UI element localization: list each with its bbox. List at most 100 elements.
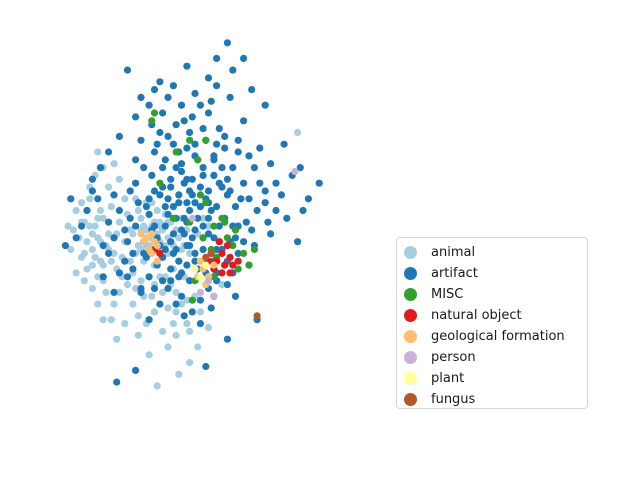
point-animal-111 [145, 351, 153, 359]
legend-marker [404, 393, 417, 406]
point-artifact-83 [161, 222, 169, 230]
point-artifact-119 [261, 199, 269, 207]
point-animal-87 [159, 327, 167, 335]
point-animal-118 [99, 316, 107, 324]
point-animal-146 [172, 331, 180, 339]
point-artifact-107 [150, 187, 159, 195]
point-animal-140 [204, 222, 213, 230]
point-artifact-74 [175, 191, 183, 199]
point-artifact-184 [261, 187, 269, 195]
point-artifact-140 [226, 187, 234, 195]
point-artifact-236 [137, 93, 145, 101]
point-animal-112 [175, 370, 183, 378]
point-artifact-20 [137, 136, 145, 144]
point-MISC-2 [186, 136, 194, 144]
point-artifact-153 [272, 206, 280, 215]
point-artifact-4 [226, 93, 234, 101]
point-animal-109 [72, 269, 80, 277]
point-artifact-165 [161, 156, 169, 164]
point-animal-141 [204, 323, 213, 332]
point-artifact-173 [204, 109, 213, 117]
point-artifact-12 [186, 128, 194, 137]
point-artifact-32 [132, 179, 140, 187]
point-animal-151 [99, 214, 107, 222]
point-artifact-218 [188, 308, 196, 316]
point-animal-4 [83, 265, 91, 273]
point-animal-107 [78, 199, 86, 207]
point-artifact-146 [215, 222, 223, 230]
point-animal-144 [218, 281, 226, 289]
point-animal-145 [183, 320, 191, 328]
point-animal-91 [186, 327, 194, 335]
point-natural-object-13 [156, 249, 164, 257]
point-artifact-143 [161, 203, 169, 211]
point-artifact-225 [296, 164, 304, 172]
point-artifact-112 [242, 218, 250, 226]
point-artifact-103 [210, 171, 218, 179]
point-artifact-168 [199, 125, 207, 133]
point-artifact-183 [272, 179, 280, 187]
point-animal-125 [177, 245, 186, 254]
point-artifact-34 [175, 199, 183, 207]
point-artifact-69 [231, 292, 240, 300]
point-natural-object-12 [226, 269, 234, 277]
point-artifact-230 [132, 366, 140, 374]
point-artifact-206 [140, 249, 148, 257]
point-artifact-96 [183, 261, 191, 269]
point-artifact-207 [213, 245, 221, 254]
legend-marker [404, 288, 417, 301]
legend-item-natural-object: natural object [397, 305, 587, 326]
point-artifact-133 [150, 148, 159, 156]
point-MISC-4 [172, 148, 180, 156]
point-artifact-64 [223, 281, 231, 289]
point-animal-115 [186, 359, 194, 367]
point-artifact-167 [183, 144, 191, 152]
point-artifact-51 [199, 245, 207, 254]
point-artifact-189 [88, 175, 96, 183]
point-artifact-123 [115, 269, 123, 277]
point-artifact-232 [202, 362, 210, 371]
point-artifact-59 [129, 249, 137, 257]
point-artifact-67 [196, 296, 204, 304]
point-artifact-131 [191, 140, 199, 148]
point-artifact-111 [134, 199, 142, 207]
point-plant-1 [202, 261, 210, 269]
point-animal-116 [164, 343, 172, 351]
point-animal-104 [121, 195, 129, 203]
point-artifact-196 [99, 273, 107, 281]
point-artifact-5 [207, 97, 215, 105]
legend-item-person: person [397, 347, 587, 368]
point-artifact-110 [231, 203, 240, 211]
point-geological-formation-12 [210, 261, 218, 269]
point-artifact-39 [164, 210, 172, 218]
point-artifact-160 [78, 222, 86, 230]
point-animal-122 [80, 277, 88, 285]
point-artifact-190 [137, 284, 145, 293]
point-artifact-102 [177, 167, 186, 176]
point-animal-110 [64, 222, 72, 230]
point-artifact-124 [267, 230, 275, 238]
point-MISC-0 [150, 109, 159, 117]
point-artifact-129 [234, 148, 242, 156]
point-artifact-100 [188, 175, 196, 183]
legend-label: person [431, 350, 476, 365]
point-artifact-72 [180, 179, 188, 187]
point-artifact-126 [99, 242, 107, 250]
point-artifact-77 [186, 206, 194, 215]
legend-marker [404, 351, 417, 364]
point-artifact-29 [204, 187, 213, 195]
point-artifact-116 [110, 191, 118, 199]
point-fungus-0 [207, 249, 215, 257]
point-artifact-11 [240, 117, 248, 125]
point-MISC-18 [240, 249, 248, 257]
point-artifact-22 [172, 164, 180, 172]
point-natural-object-11 [234, 257, 242, 265]
point-artifact-2 [204, 74, 213, 82]
point-artifact-163 [177, 160, 186, 168]
point-artifact-35 [213, 203, 221, 211]
point-animal-19 [88, 230, 96, 238]
point-artifact-147 [231, 234, 240, 242]
point-MISC-14 [223, 234, 231, 242]
point-animal-68 [172, 288, 180, 296]
point-animal-7 [110, 249, 118, 257]
